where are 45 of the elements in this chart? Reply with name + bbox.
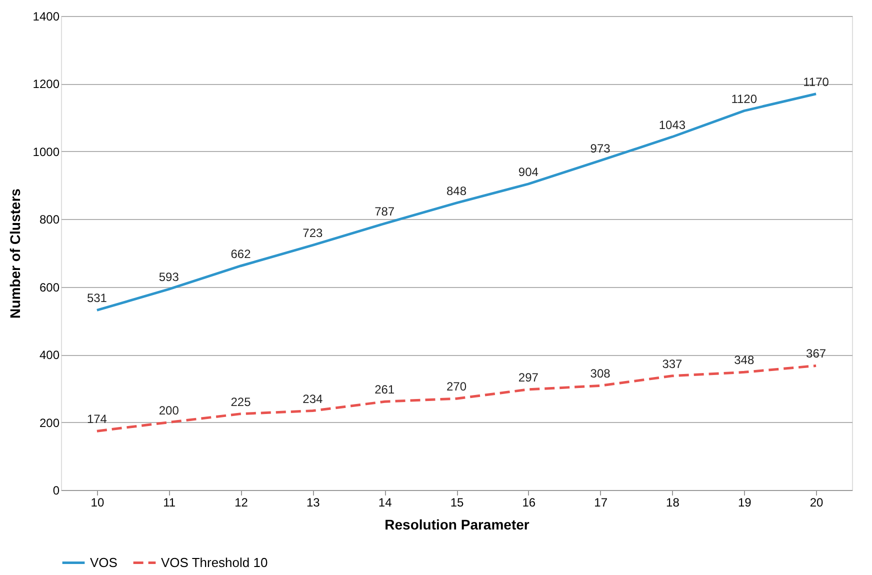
data-label: 848 [446, 184, 467, 198]
data-label: 367 [806, 346, 826, 361]
x-tick-label: 13 [306, 496, 320, 510]
data-label: 261 [374, 382, 395, 397]
x-axis-title: Resolution Parameter [384, 516, 530, 532]
data-label: 174 [86, 412, 108, 426]
data-label: 531 [86, 291, 108, 306]
y-tick-label: 1000 [32, 144, 60, 159]
y-tick-label: 600 [39, 280, 60, 294]
y-tick-label: 0 [52, 484, 60, 498]
data-label: 973 [590, 142, 611, 156]
x-tick-label: 14 [378, 496, 392, 510]
legend-label: VOS Threshold 10 [161, 554, 268, 570]
y-tick-label: 1200 [32, 77, 60, 92]
data-label: 348 [734, 353, 754, 368]
legend-label: VOS [90, 554, 118, 570]
y-tick-label: 1400 [32, 10, 60, 24]
x-tick-label: 11 [163, 496, 176, 510]
data-label: 1120 [731, 92, 758, 106]
data-label: 225 [230, 394, 252, 409]
y-tick-label: 200 [39, 416, 60, 430]
x-tick-label: 19 [738, 496, 752, 510]
data-label: 787 [374, 204, 395, 219]
y-tick-label: 400 [39, 348, 60, 362]
x-tick-label: 15 [450, 496, 464, 510]
data-label: 308 [590, 366, 611, 381]
x-tick-label: 20 [810, 496, 824, 510]
y-axis-title: Number of Clusters [6, 188, 23, 318]
x-tick-label: 10 [90, 496, 104, 510]
data-label: 1043 [658, 118, 686, 132]
x-tick-label: 17 [594, 496, 608, 510]
data-label: 270 [446, 380, 467, 394]
data-label: 297 [518, 370, 539, 384]
x-tick-label: 16 [522, 496, 536, 510]
y-tick-label: 800 [39, 212, 60, 227]
data-label: 593 [158, 270, 180, 284]
data-label: 200 [158, 403, 180, 418]
data-label: 723 [302, 226, 324, 240]
x-tick-label: 18 [666, 496, 680, 510]
data-label: 1170 [803, 74, 830, 89]
data-label: 662 [230, 246, 252, 261]
data-label: 904 [518, 164, 539, 179]
data-label: 234 [302, 392, 324, 406]
data-label: 337 [662, 356, 683, 371]
x-tick-label: 12 [234, 496, 248, 510]
